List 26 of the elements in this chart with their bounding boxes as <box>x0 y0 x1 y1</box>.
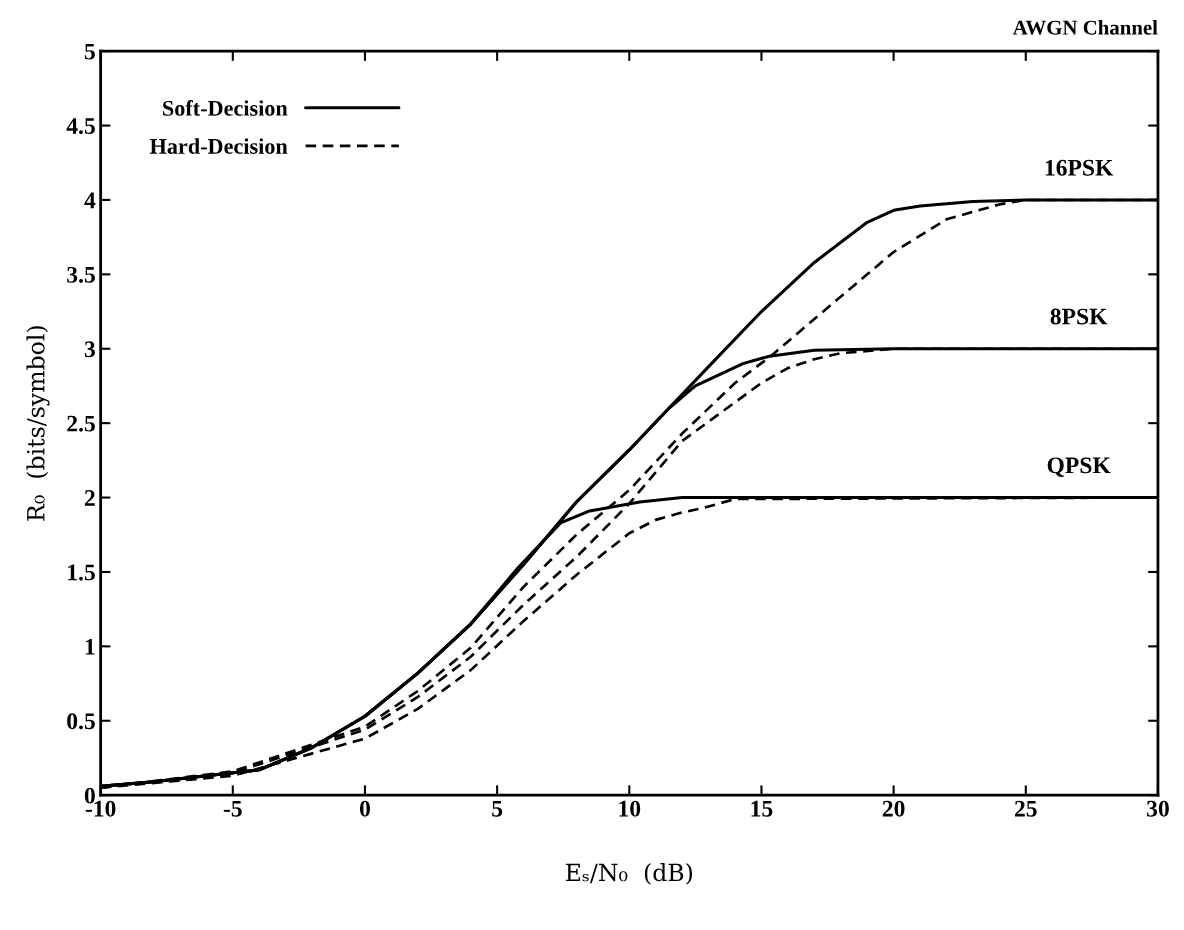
y-tick-label: 2.5 <box>67 415 95 432</box>
annotation: QPSK <box>1047 457 1111 477</box>
y-tick-label: 0.5 <box>67 713 95 730</box>
y-tick-label: 1.5 <box>68 564 95 581</box>
y-tick-label: 3.5 <box>67 266 95 283</box>
y-tick-label: 3 <box>84 341 95 358</box>
x-tick-label: 20 <box>882 800 905 817</box>
y-tick-label: 4 <box>84 192 96 209</box>
y-tick-label: 1 <box>85 638 95 655</box>
x-tick-label: 25 <box>1014 800 1037 817</box>
y-tick-label: 2 <box>84 490 95 506</box>
annotation: 16PSK <box>1045 159 1114 176</box>
x-tick-label: 5 <box>492 800 503 817</box>
y-tick-label: 5 <box>84 43 95 60</box>
x-tick-label: 30 <box>1147 800 1169 817</box>
x-tick-label: -5 <box>223 800 242 817</box>
x-tick-label: 0 <box>359 800 370 817</box>
legend-label: Soft-Decision <box>163 99 288 116</box>
legend-label: Hard-Decision <box>149 138 288 154</box>
y-tick-label: 4.5 <box>66 118 95 135</box>
y-axis-title: R₀ (bits/symbol) <box>26 326 50 521</box>
annotation: 8PSK <box>1050 308 1108 325</box>
x-tick-label: 10 <box>619 800 641 817</box>
chart-title: AWGN Channel <box>1012 20 1158 35</box>
x-tick-label: 15 <box>751 800 773 817</box>
x-axis-title: Eₛ/N₀ (dB) <box>566 863 693 885</box>
